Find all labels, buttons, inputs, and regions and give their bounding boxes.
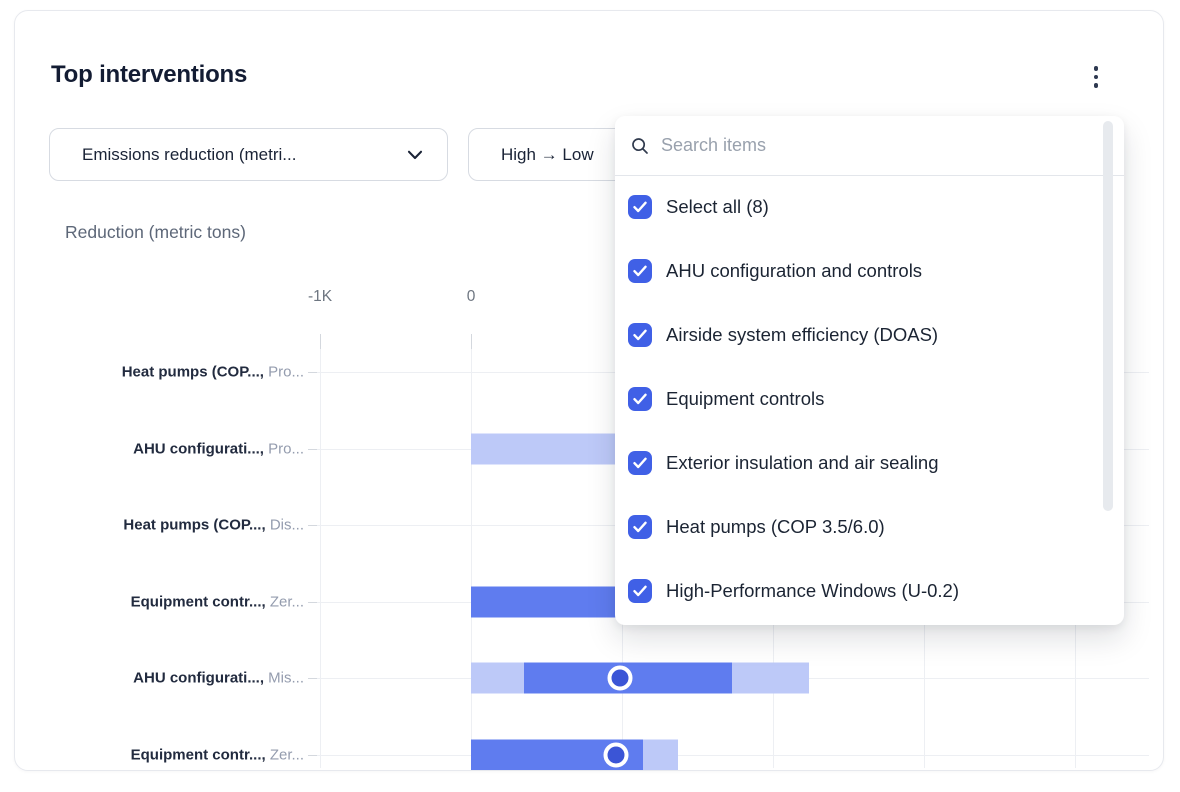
checkbox-checked-icon[interactable] <box>628 579 652 603</box>
chart-axis-title: Reduction (metric tons) <box>65 222 246 242</box>
dot-marker[interactable] <box>607 665 633 691</box>
x-tick-label: 0 <box>466 288 476 305</box>
category-label-secondary: Pro... <box>263 363 304 381</box>
x-gridline <box>471 334 472 768</box>
x-gridline <box>320 334 321 768</box>
page-title: Top interventions <box>51 61 248 88</box>
category-label: Heat pumps (COP..., Pro... <box>15 364 304 381</box>
dropdown-item-label: Heat pumps (COP 3.5/6.0) <box>666 516 885 537</box>
search-input[interactable] <box>661 135 1061 156</box>
checkbox-checked-icon[interactable] <box>628 387 652 411</box>
y-gridline <box>317 755 1149 756</box>
select-all-item[interactable]: Select all (8) <box>615 175 1095 239</box>
category-tick <box>308 372 317 373</box>
category-label-secondary: Zer... <box>265 746 304 764</box>
kebab-menu-icon[interactable] <box>1081 61 1111 93</box>
search-icon <box>632 137 648 154</box>
dropdown-item-label: Airside system efficiency (DOAS) <box>666 324 939 345</box>
checkbox-checked-icon[interactable] <box>628 323 652 347</box>
x-tick-label: -1K <box>307 288 333 305</box>
dropdown-item[interactable]: Equipment controls <box>615 367 1095 431</box>
category-tick <box>308 755 317 756</box>
bar-segment-muted[interactable] <box>643 739 678 770</box>
category-label-primary: AHU configurati..., <box>133 440 264 458</box>
dropdown-item[interactable]: Airside system efficiency (DOAS) <box>615 303 1095 367</box>
dropdown-item-label: High-Performance Windows (U-0.2) <box>666 580 960 601</box>
x-axis-tick <box>471 334 472 349</box>
category-label-primary: Heat pumps (COP..., <box>121 363 264 381</box>
metric-dropdown[interactable]: Emissions reduction (metri... <box>49 128 448 181</box>
bar-segment-muted[interactable] <box>732 662 810 694</box>
category-label-secondary: Pro... <box>263 440 304 458</box>
chevron-down-icon <box>407 150 423 160</box>
panel-divider <box>615 175 1124 176</box>
dropdown-item[interactable]: High-Performance Windows (U-0.2) <box>615 559 1095 623</box>
category-label: Equipment contr..., Zer... <box>15 594 304 611</box>
search-row <box>615 116 1124 175</box>
category-tick <box>308 525 317 526</box>
category-label-primary: Equipment contr..., <box>130 746 266 764</box>
bar-segment-muted[interactable] <box>471 662 524 694</box>
category-label: AHU configurati..., Pro... <box>15 441 304 458</box>
checkbox-checked-icon[interactable] <box>628 451 652 475</box>
dropdown-item-label: Exterior insulation and air sealing <box>666 452 939 473</box>
category-label-secondary: Dis... <box>265 516 304 534</box>
category-tick <box>308 678 317 679</box>
category-tick <box>308 602 317 603</box>
dropdown-item[interactable]: AHU configuration and controls <box>615 239 1095 303</box>
checkbox-checked-icon[interactable] <box>628 259 652 283</box>
dropdown-item-label: Equipment controls <box>666 388 825 409</box>
top-interventions-card: Top interventions Emissions reduction (m… <box>14 10 1164 771</box>
category-label: Heat pumps (COP..., Dis... <box>15 517 304 534</box>
category-tick <box>308 449 317 450</box>
category-label-primary: Equipment contr..., <box>130 593 266 611</box>
x-axis-tick <box>320 334 321 349</box>
dropdown-item[interactable]: Heat pumps (COP 3.5/6.0) <box>615 495 1095 559</box>
dropdown-item[interactable]: Exterior insulation and air sealing <box>615 431 1095 495</box>
category-label-primary: AHU configurati..., <box>133 669 264 687</box>
checkbox-checked-icon[interactable] <box>628 195 652 219</box>
sort-dropdown-value: High → Low <box>501 144 594 164</box>
category-label-primary: Heat pumps (COP..., <box>123 516 266 534</box>
dropdown-item-label: AHU configuration and controls <box>666 260 923 281</box>
category-label-secondary: Zer... <box>265 593 304 611</box>
category-label: Equipment contr..., Zer... <box>15 747 304 764</box>
metric-dropdown-value: Emissions reduction (metri... <box>82 144 297 164</box>
dropdown-item-label: Select all (8) <box>666 196 769 217</box>
checkbox-checked-icon[interactable] <box>628 515 652 539</box>
panel-scrollbar[interactable] <box>1103 121 1113 511</box>
dot-marker[interactable] <box>603 742 629 768</box>
category-label-secondary: Mis... <box>264 669 304 687</box>
category-label: AHU configurati..., Mis... <box>15 670 304 687</box>
items-dropdown-panel: Select all (8) AHU configuration and cont… <box>615 116 1124 625</box>
